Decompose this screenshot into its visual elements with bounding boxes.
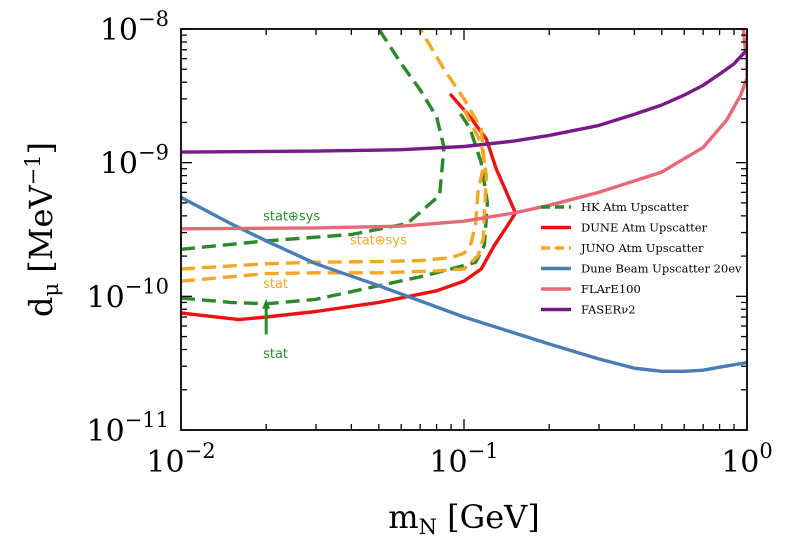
x-axis-title: mN [GeV]: [388, 498, 539, 539]
y-tick-label: 10−11: [86, 408, 169, 449]
series-line-faser-2-1: [181, 48, 747, 154]
y-tick-label: 10−9: [100, 141, 169, 182]
legend-label-dune-beam-upscatter-20ev: Dune Beam Upscatter 20ev: [581, 262, 742, 276]
legend-label-juno-atm-upscatter: JUNO Atm Upscatter: [580, 241, 704, 255]
series-line-juno-atm-upscatter-2: [181, 29, 486, 271]
annotation-layer: stat⊕sys stat⊕sys stat stat: [262, 209, 407, 362]
series-layer: [181, 29, 747, 373]
series-line-dune-atm-upscatter-1: [181, 93, 518, 322]
x-tick-label: 100: [721, 439, 773, 480]
series-line-dune-beam-upscatter-20ev-1: [181, 195, 747, 373]
series-line-hk-atm-upscatter-2: [181, 29, 446, 251]
tick-layer: [180, 28, 748, 431]
annotation-hk-stat: stat: [263, 347, 288, 362]
x-tick-label: 10−2: [146, 439, 215, 480]
y-tick-label: 10−10: [86, 274, 169, 315]
legend-label-hk-atm-upscatter: HK Atm Upscatter: [581, 200, 689, 214]
legend-label-dune-atm-upscatter: DUNE Atm Upscatter: [581, 221, 708, 235]
series-line-flare100-1: [181, 29, 747, 231]
legend-label-flare100: FLArE100: [581, 282, 641, 296]
legend: HK Atm Upscatter DUNE Atm Upscatter JUNO A…: [541, 200, 742, 317]
x-tick-label: 10−1: [429, 439, 498, 480]
label-layer: 10−2 10−1 100 10−11 10−10 10−9 10−8: [86, 7, 772, 480]
y-axis-title: dμ [MeV−1]: [21, 142, 63, 317]
y-tick-label: 10−8: [100, 7, 169, 48]
annotation-hk-statsys: stat⊕sys: [263, 209, 320, 224]
legend-label-faser-2: FASERν2: [581, 303, 636, 317]
annotation-juno-statsys: stat⊕sys: [350, 233, 407, 248]
series-line-juno-atm-upscatter-1: [181, 108, 489, 283]
stat-arrow-head: [262, 298, 271, 309]
annotation-juno-stat: stat: [263, 277, 288, 292]
